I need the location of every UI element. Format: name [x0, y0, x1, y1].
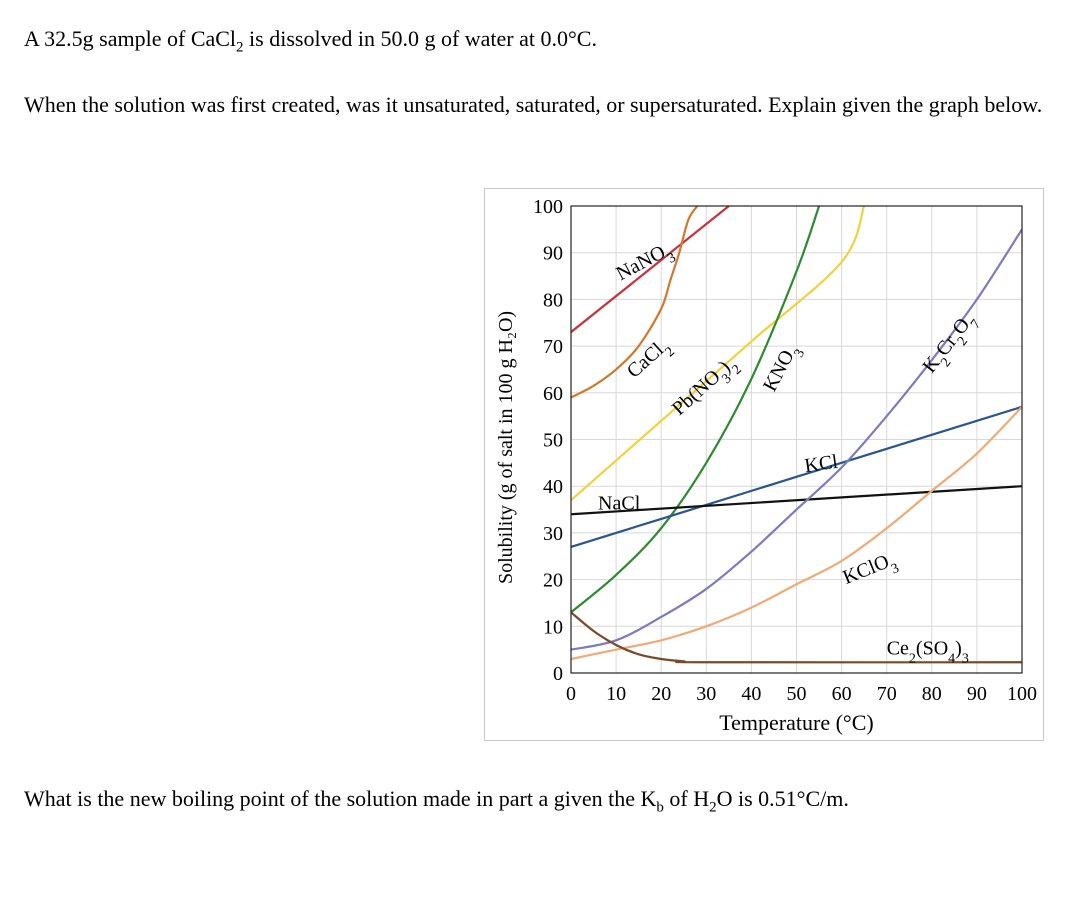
- series-line-nacl: [571, 485, 1022, 516]
- series-label-nacl: NaCl: [598, 493, 641, 515]
- series-label-kno3: KNO3: [759, 340, 808, 398]
- x-tick-label-0: 0: [566, 683, 576, 705]
- x-tick-label-20: 20: [651, 683, 671, 705]
- series-label-ce2so43: Ce2(SO4)3: [887, 637, 969, 666]
- x-tick-label-30: 30: [696, 683, 716, 705]
- plot-area-border: [570, 205, 1023, 674]
- series-line-ce2so43: [571, 611, 1022, 664]
- question-line-3: What is the new boiling point of the sol…: [24, 786, 849, 816]
- series-label-kcl: KCl: [803, 451, 840, 477]
- y-tick-label-10: 10: [543, 616, 563, 638]
- y-tick-label-20: 20: [543, 570, 563, 592]
- x-tick-label-100: 100: [1007, 683, 1037, 705]
- y-tick-label-90: 90: [543, 243, 563, 265]
- x-tick-label-50: 50: [787, 683, 807, 705]
- series-label-cacl2: CaCl2: [623, 334, 678, 387]
- series-line-nano3: [571, 206, 730, 333]
- x-tick-label-80: 80: [922, 683, 942, 705]
- y-tick-label-40: 40: [543, 476, 563, 498]
- x-tick-label-60: 60: [832, 683, 852, 705]
- series-line-kclo3: [571, 406, 1022, 661]
- solubility-chart-svg: 0 10 20 30 40 50 60 70 80 90 100 0 10 20 30 40 50 60 70 80 9…: [495, 196, 1037, 735]
- y-tick-label-50: 50: [543, 430, 563, 452]
- y-tick-label-60: 60: [543, 383, 563, 405]
- x-axis-label: Temperature (°C): [719, 710, 873, 735]
- series-line-kcl: [571, 405, 1022, 548]
- x-tick-label-90: 90: [967, 683, 987, 705]
- solubility-chart: 0 10 20 30 40 50 60 70 80 90 100 0 10 20 30 40 50 60 70 80 9…: [484, 188, 1044, 741]
- y-tick-label-100: 100: [533, 196, 563, 218]
- y-tick-label-30: 30: [543, 523, 563, 545]
- x-tick-label-70: 70: [877, 683, 897, 705]
- y-tick-label-80: 80: [543, 289, 563, 311]
- question-line-1: A 32.5g sample of CaCl2 is dissolved in …: [24, 26, 597, 56]
- x-tick-label-10: 10: [606, 683, 626, 705]
- question-line-2: When the solution was first created, was…: [24, 92, 1043, 117]
- series-line-pbno32: [571, 206, 866, 502]
- x-tick-label-40: 40: [741, 683, 761, 705]
- series-line-k2cr2o7: [571, 228, 1022, 651]
- series-line-kno3: [571, 206, 821, 614]
- series-line-cacl2: [571, 206, 699, 399]
- y-tick-label-70: 70: [543, 336, 563, 358]
- y-tick-label-0: 0: [553, 663, 563, 685]
- series-label-k2cr2o7: K2Cr2O7: [918, 309, 983, 382]
- y-axis-label: Solubility (g of salt in 100 g H₂O): [495, 311, 517, 584]
